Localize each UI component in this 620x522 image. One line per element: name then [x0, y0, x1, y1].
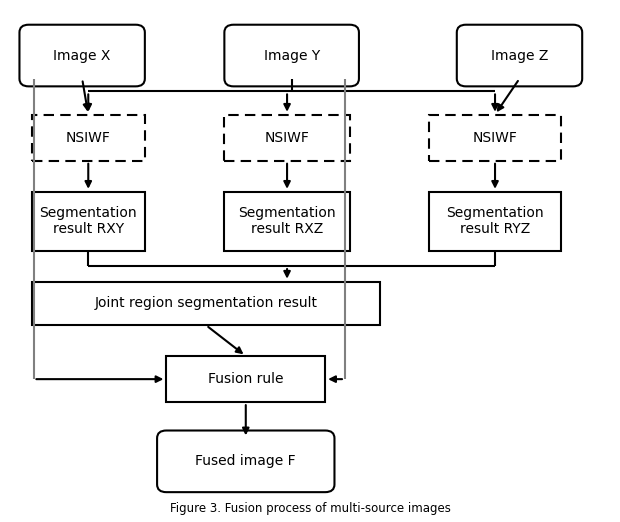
- FancyBboxPatch shape: [224, 115, 350, 161]
- Text: Figure 3. Fusion process of multi-source images: Figure 3. Fusion process of multi-source…: [169, 502, 451, 515]
- FancyBboxPatch shape: [457, 25, 582, 86]
- FancyBboxPatch shape: [157, 431, 334, 492]
- Text: NSIWF: NSIWF: [472, 130, 518, 145]
- Text: NSIWF: NSIWF: [265, 130, 309, 145]
- Text: Fusion rule: Fusion rule: [208, 372, 283, 386]
- FancyBboxPatch shape: [429, 192, 560, 251]
- FancyBboxPatch shape: [32, 192, 145, 251]
- FancyBboxPatch shape: [224, 25, 359, 86]
- FancyBboxPatch shape: [19, 25, 145, 86]
- Text: Image Z: Image Z: [491, 49, 548, 63]
- Text: Joint region segmentation result: Joint region segmentation result: [94, 296, 317, 311]
- Text: NSIWF: NSIWF: [66, 130, 111, 145]
- Text: Fused image F: Fused image F: [195, 454, 296, 468]
- Text: Segmentation
result RXZ: Segmentation result RXZ: [238, 206, 336, 236]
- Text: Segmentation
result RYZ: Segmentation result RYZ: [446, 206, 544, 236]
- FancyBboxPatch shape: [166, 356, 326, 402]
- Text: Image X: Image X: [53, 49, 111, 63]
- Text: Segmentation
result RXY: Segmentation result RXY: [40, 206, 137, 236]
- FancyBboxPatch shape: [429, 115, 560, 161]
- FancyBboxPatch shape: [32, 281, 380, 325]
- FancyBboxPatch shape: [224, 192, 350, 251]
- Text: Image Y: Image Y: [264, 49, 320, 63]
- FancyBboxPatch shape: [32, 115, 145, 161]
